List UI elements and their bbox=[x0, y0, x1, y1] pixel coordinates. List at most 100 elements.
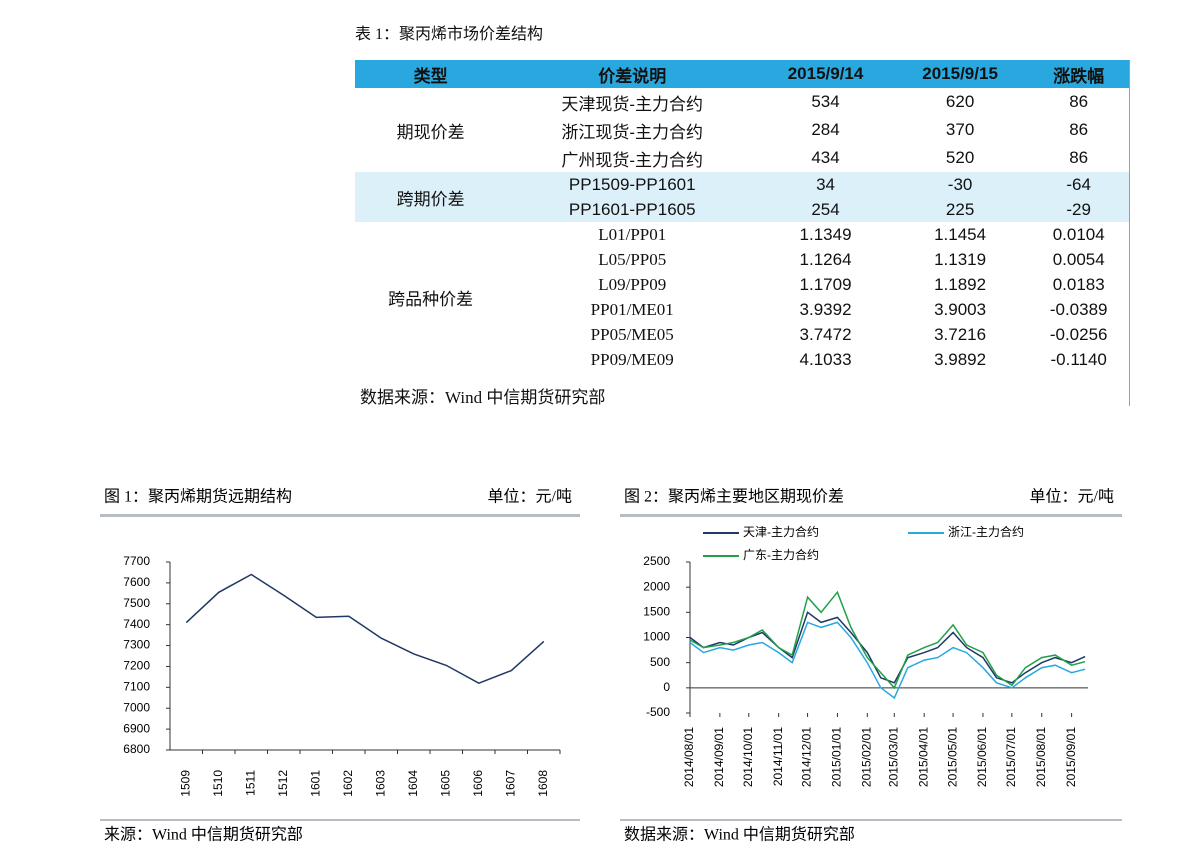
table-source: 数据来源：Wind 中信期货研究部 bbox=[360, 388, 606, 407]
cell: 0.0104 bbox=[1052, 224, 1105, 244]
cell: 3.7216 bbox=[934, 324, 987, 344]
cell: 86 bbox=[1069, 148, 1089, 167]
y-tick-label: 7600 bbox=[123, 575, 150, 589]
header-cell: 涨跌幅 bbox=[1027, 60, 1130, 88]
cell: 434 bbox=[811, 148, 840, 167]
y-tick-label: 1500 bbox=[643, 605, 670, 619]
y-tick-label: 1000 bbox=[643, 630, 670, 644]
cell: PP01/ME01 bbox=[590, 299, 674, 319]
x-tick-label: 1603 bbox=[373, 770, 387, 797]
x-tick-label: 1510 bbox=[211, 770, 225, 797]
cell: 520 bbox=[945, 148, 975, 167]
cell: -64 bbox=[1027, 172, 1130, 197]
cell: 534 bbox=[811, 92, 840, 111]
cell: -30 bbox=[892, 172, 1028, 197]
table-row: PP05/ME05 3.7472 3.7216 -0.0256 bbox=[355, 322, 1130, 347]
cell: 86 bbox=[1069, 92, 1089, 111]
y-tick-label: 2500 bbox=[643, 554, 670, 568]
table-row: L05/PP05 1.1264 1.1319 0.0054 bbox=[355, 247, 1130, 272]
table-row: PP01/ME01 3.9392 3.9003 -0.0389 bbox=[355, 297, 1130, 322]
type-cell: 跨品种价差 bbox=[388, 289, 474, 309]
x-tick-label: 2015/09/01 bbox=[1064, 727, 1078, 787]
y-tick-label: 7200 bbox=[123, 659, 150, 673]
x-tick-label: 2015/05/01 bbox=[945, 727, 959, 787]
x-tick-label: 1605 bbox=[438, 770, 452, 797]
x-tick-label: 2015/02/01 bbox=[859, 727, 873, 787]
x-tick-label: 1512 bbox=[276, 770, 290, 797]
x-tick-label: 1511 bbox=[243, 770, 257, 796]
cell: -0.0256 bbox=[1049, 324, 1108, 344]
cell: PP1601-PP1605 bbox=[506, 197, 759, 222]
top-rule bbox=[620, 514, 1122, 517]
y-tick-label: 6800 bbox=[123, 742, 150, 756]
header-cell: 类型 bbox=[355, 60, 507, 88]
table-row: 广州现货-主力合约 434 520 86 bbox=[355, 144, 1130, 172]
y-tick-label: 7700 bbox=[123, 554, 150, 568]
x-tick-label: 2014/12/01 bbox=[800, 727, 814, 787]
spread-table: 类型 价差说明 2015/9/14 2015/9/15 涨跌幅期现价差 天津现货-主力合约… bbox=[355, 60, 1130, 372]
x-tick-label: 2015/07/01 bbox=[1004, 727, 1018, 787]
x-tick-label: 2014/08/01 bbox=[682, 727, 696, 787]
type-cell: 跨期价差 bbox=[355, 172, 507, 222]
x-tick-label: 1601 bbox=[308, 770, 322, 797]
table-row: 跨品种价差 L01/PP01 1.1349 1.1454 0.0104 bbox=[355, 222, 1130, 309]
cell: 浙江现货-主力合约 bbox=[561, 122, 704, 142]
table-row: PP1601-PP1605 254 225 -29 bbox=[355, 197, 1130, 222]
cell: 3.9392 bbox=[799, 299, 852, 319]
type-cell: 期现价差 bbox=[396, 122, 465, 142]
cell: L05/PP05 bbox=[598, 249, 667, 269]
y-tick-label: 2000 bbox=[643, 579, 670, 593]
x-tick-label: 2015/08/01 bbox=[1034, 727, 1048, 787]
cell: 3.9003 bbox=[934, 299, 987, 319]
chart-title: 图 1：聚丙烯期货远期结构 bbox=[104, 488, 292, 506]
legend-label: 浙江-主力合约 bbox=[948, 524, 1024, 539]
chart-source: 数据来源：Wind 中信期货研究部 bbox=[624, 826, 855, 844]
cell: 4.1033 bbox=[799, 349, 852, 369]
x-tick-label: 2015/01/01 bbox=[830, 727, 844, 787]
cell: 广州现货-主力合约 bbox=[561, 150, 704, 170]
x-tick-label: 1606 bbox=[471, 770, 485, 797]
x-tick-label: 1604 bbox=[406, 770, 420, 797]
cell: 1.1454 bbox=[934, 224, 987, 244]
chart-unit: 单位：元/吨 bbox=[1030, 488, 1114, 506]
cell: -0.0389 bbox=[1049, 299, 1108, 319]
cell: 天津现货-主力合约 bbox=[561, 94, 704, 114]
x-tick-label: 1607 bbox=[503, 770, 517, 797]
x-tick-label: 2015/06/01 bbox=[975, 727, 989, 787]
x-tick-label: 2014/11/01 bbox=[771, 727, 785, 786]
cell: L09/PP09 bbox=[598, 274, 667, 294]
x-tick-label: 2014/10/01 bbox=[741, 727, 755, 787]
top-rule bbox=[100, 514, 580, 517]
legend-label: 天津-主力合约 bbox=[743, 524, 819, 539]
table-caption: 表 1：聚丙烯市场价差结构 bbox=[355, 26, 544, 43]
cell: 1.1892 bbox=[934, 274, 987, 294]
header-row: 类型 价差说明 2015/9/14 2015/9/15 涨跌幅 bbox=[355, 60, 1130, 88]
series-line bbox=[185, 573, 545, 685]
x-tick-label: 1509 bbox=[178, 770, 192, 797]
table-border bbox=[1129, 60, 1130, 406]
table-row: 浙江现货-主力合约 284 370 86 bbox=[355, 116, 1130, 144]
chart-title: 图 2：聚丙烯主要地区期现价差 bbox=[624, 488, 844, 506]
cell: 225 bbox=[892, 197, 1028, 222]
series-line bbox=[689, 590, 1086, 690]
cell: 86 bbox=[1069, 120, 1089, 139]
table-row: PP09/ME09 4.1033 3.9892 -0.1140 bbox=[355, 347, 1130, 372]
chart-unit: 单位：元/吨 bbox=[488, 488, 572, 506]
cell: -0.1140 bbox=[1050, 349, 1107, 369]
cell: -29 bbox=[1027, 197, 1130, 222]
y-tick-label: 7000 bbox=[123, 700, 150, 714]
y-tick-label: 6900 bbox=[123, 721, 150, 735]
chart-source: 来源：Wind 中信期货研究部 bbox=[104, 826, 303, 844]
cell: PP05/ME05 bbox=[590, 324, 674, 344]
table-row: 期现价差 天津现货-主力合约 534 620 86 bbox=[355, 88, 1130, 142]
table-row: L09/PP09 1.1709 1.1892 0.0183 bbox=[355, 272, 1130, 297]
y-tick-label: 7400 bbox=[123, 617, 150, 631]
x-tick-label: 2014/09/01 bbox=[712, 727, 726, 787]
bottom-rule bbox=[100, 819, 580, 821]
cell: 254 bbox=[758, 197, 893, 222]
x-tick-label: 1608 bbox=[536, 770, 550, 797]
table-body: 期现价差 天津现货-主力合约 534 620 86 浙江现货-主力合约 284 370 86 广州… bbox=[355, 88, 1130, 372]
cell: 1.1709 bbox=[799, 274, 852, 294]
header-cell: 2015/9/15 bbox=[892, 60, 1028, 88]
